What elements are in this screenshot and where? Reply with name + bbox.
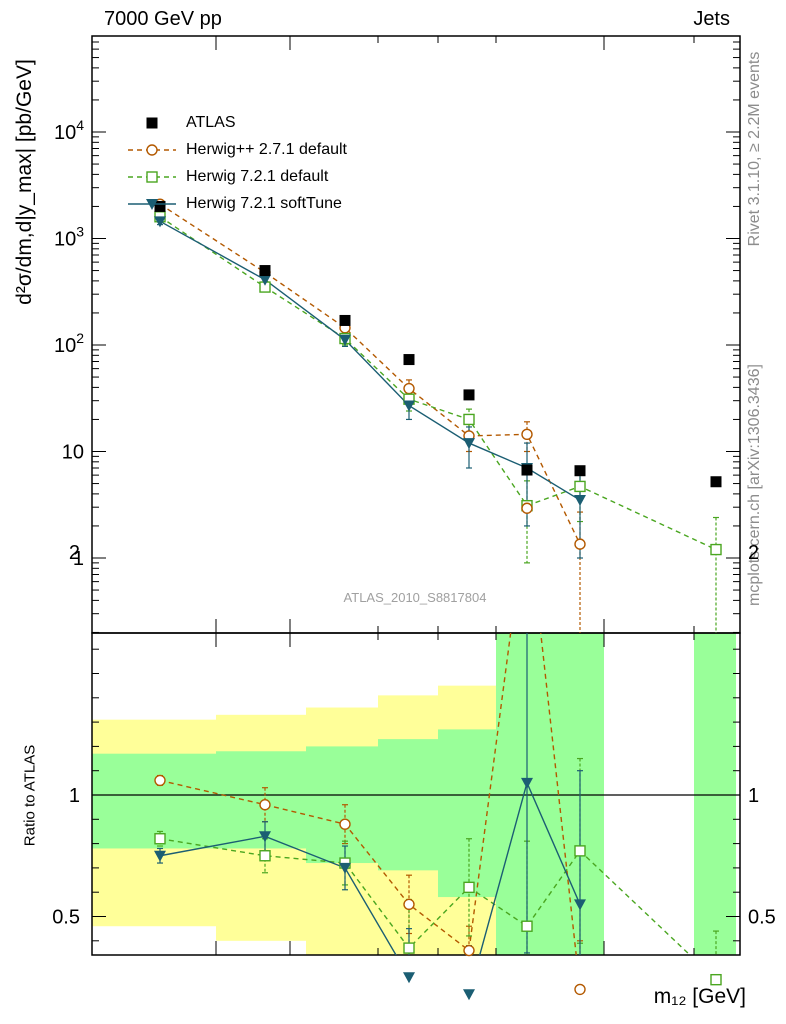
ratio-y-tick-label: 0.5 (52, 907, 80, 929)
y-tick-label: 103 (54, 224, 84, 251)
data-point (154, 200, 166, 212)
data-point (154, 216, 166, 228)
data-point (521, 777, 533, 789)
data-point (154, 774, 166, 787)
ratio-panel-frame (91, 632, 741, 956)
data-point (574, 983, 586, 996)
data-point (403, 382, 415, 395)
data-point (574, 538, 586, 550)
data-point (574, 845, 586, 857)
data-point (259, 799, 271, 811)
uncertainty-band-inner (92, 753, 216, 849)
data-point (574, 465, 586, 477)
jets-label: Jets (693, 8, 730, 30)
ratio-y-tick-label: 1 (69, 785, 80, 807)
uncertainty-band-inner (694, 633, 736, 955)
data-point (463, 389, 475, 401)
y-tick-label: 104 (54, 117, 84, 144)
data-point (574, 495, 586, 507)
uncertainty-band-inner (496, 633, 604, 955)
data-point (463, 413, 475, 426)
series-line (159, 203, 581, 545)
data-point (259, 831, 271, 843)
x-axis-label: m₁₂ [GeV] (653, 985, 746, 1008)
series-line (159, 220, 581, 501)
data-point (463, 989, 475, 1001)
legend-marker (146, 144, 158, 156)
data-point (259, 850, 271, 862)
data-point (259, 265, 271, 277)
energy-label: 7000 GeV pp (104, 8, 222, 30)
y-tick-label: 1 (73, 548, 84, 570)
legend-label-herwigpp: Herwig++ 2.7.1 default (186, 141, 347, 158)
legend-label-atlas: ATLAS (186, 114, 236, 131)
data-point (339, 818, 351, 830)
ratio-y-tick-label: 1 (748, 785, 759, 807)
data-point (403, 400, 415, 412)
ratio-y-tick-label: 2 (748, 542, 759, 564)
data-point (574, 899, 586, 911)
data-point (463, 944, 475, 957)
data-point (521, 920, 533, 932)
ratio-y-tick-label: 2 (69, 542, 80, 564)
data-point (521, 428, 533, 441)
legend-label-herwig-default: Herwig 7.2.1 default (186, 168, 329, 185)
y-tick-label: 10 (62, 442, 84, 464)
data-point (521, 502, 533, 514)
legend-label-herwig-softtune: Herwig 7.2.1 softTune (186, 195, 342, 212)
data-point (339, 314, 351, 326)
data-point (339, 334, 351, 346)
data-point (403, 942, 415, 954)
analysis-name-label: ATLAS_2010_S8817804 (343, 590, 487, 605)
data-point (154, 850, 166, 862)
legend-marker (146, 171, 158, 183)
data-point (521, 464, 533, 476)
legend-marker (146, 199, 158, 210)
data-point (403, 972, 415, 984)
data-point (403, 354, 415, 366)
data-point (463, 438, 475, 450)
data-point (710, 543, 722, 556)
ratio-y-tick-label: 0.5 (748, 907, 776, 929)
data-point (259, 274, 271, 286)
data-point (403, 898, 415, 911)
series-line (159, 216, 717, 551)
y-tick-label: 102 (54, 330, 84, 357)
data-point (463, 881, 475, 894)
series-line (159, 838, 691, 955)
legend-marker (146, 117, 158, 129)
data-point (154, 833, 166, 845)
data-point (710, 973, 722, 986)
uncertainty-band-inner (378, 739, 438, 871)
data-point (710, 476, 722, 488)
data-point (574, 480, 586, 493)
data-point (339, 862, 351, 874)
